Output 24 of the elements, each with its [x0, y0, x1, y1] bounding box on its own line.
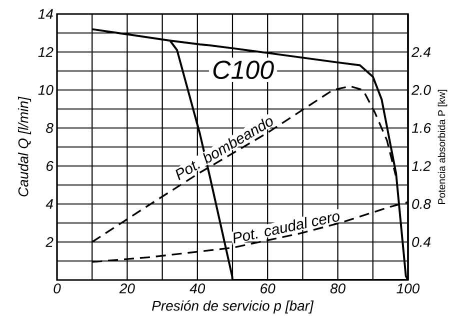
y2-tick-label: 2.4	[411, 47, 430, 57]
text: Pot. caudal cero	[234, 213, 340, 244]
x-tick-label: 80	[330, 284, 346, 294]
x-tick-label: 40	[190, 284, 206, 294]
y2-tick-label: 2.0	[411, 85, 431, 95]
y-tick-label: 12	[38, 47, 54, 57]
y2-tick-label: 1.6	[412, 123, 431, 133]
y2-axis-title: Potencia absorbida P [kw]	[438, 90, 448, 204]
y2-tick-label: 0.4	[412, 237, 430, 247]
x-tick-label: 0	[54, 284, 61, 294]
x-tick-label: 20	[119, 284, 135, 294]
x-tick-label: 100	[396, 284, 420, 294]
y-tick-label: 2	[46, 237, 54, 247]
annotation: C100	[213, 60, 274, 80]
x-axis-title: Presión de servicio p [bar]	[152, 300, 314, 314]
x-tick-label: 60	[260, 284, 276, 294]
y-tick-label: 6	[46, 161, 54, 171]
y2-tick-label: 1.2	[412, 161, 431, 171]
y-tick-label: 4	[46, 199, 53, 209]
y2-tick-label: 0.8	[412, 199, 431, 209]
y-axis-title: Caudal Q [l/min]	[18, 96, 32, 196]
y-tick-label: 10	[38, 85, 54, 95]
y-tick-label: 14	[38, 9, 53, 19]
y-tick-label: 8	[46, 123, 54, 133]
